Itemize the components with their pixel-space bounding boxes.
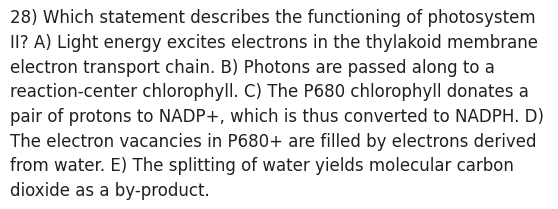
- Text: pair of protons to NADP+, which is thus converted to NADPH. D): pair of protons to NADP+, which is thus …: [10, 108, 544, 126]
- Text: II? A) Light energy excites electrons in the thylakoid membrane: II? A) Light energy excites electrons in…: [10, 34, 538, 52]
- Text: The electron vacancies in P680+ are filled by electrons derived: The electron vacancies in P680+ are fill…: [10, 133, 537, 151]
- Text: 28) Which statement describes the functioning of photosystem: 28) Which statement describes the functi…: [10, 9, 536, 27]
- Text: reaction-center chlorophyll. C) The P680 chlorophyll donates a: reaction-center chlorophyll. C) The P680…: [10, 83, 529, 101]
- Text: from water. E) The splitting of water yields molecular carbon: from water. E) The splitting of water yi…: [10, 157, 514, 175]
- Text: electron transport chain. B) Photons are passed along to a: electron transport chain. B) Photons are…: [10, 59, 495, 77]
- Text: dioxide as a by-product.: dioxide as a by-product.: [10, 182, 210, 200]
